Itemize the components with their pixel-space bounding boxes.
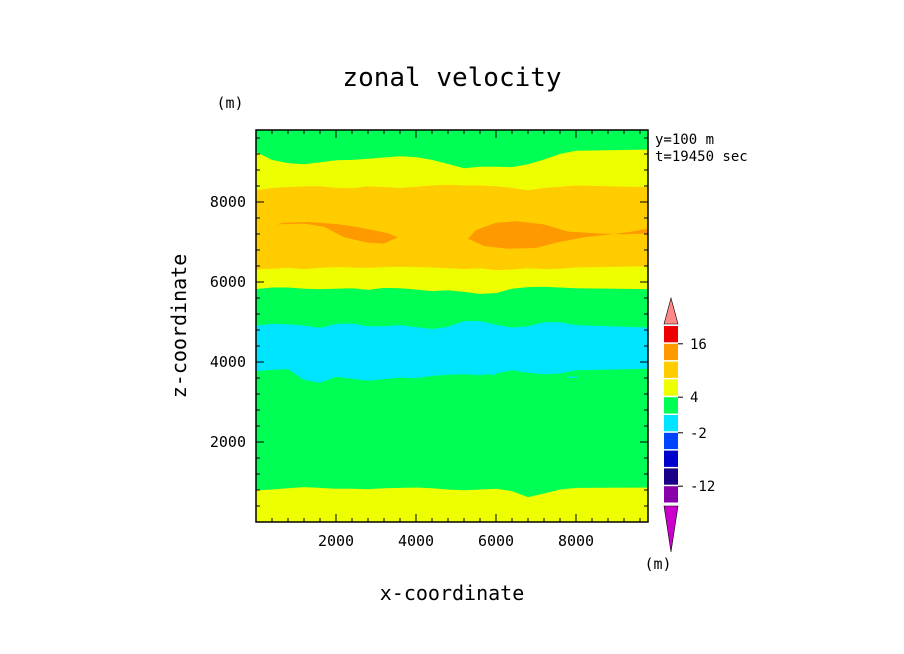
colorbar-swatch — [664, 343, 678, 361]
annotation-time: t=19450 sec — [655, 149, 748, 165]
x-axis-label: x-coordinate — [380, 581, 525, 605]
colorbar-swatch — [664, 326, 678, 343]
colorbar-swatch — [664, 379, 678, 396]
colorbar-label: -2 — [690, 426, 707, 442]
y-tick-label: 4000 — [210, 353, 246, 371]
y-tick-label: 8000 — [210, 193, 246, 211]
y-axis-label: z-coordinate — [167, 254, 191, 399]
contour-band-gold — [255, 184, 649, 271]
contour-band-green-upper — [255, 286, 649, 330]
contour-band-green-lower — [255, 368, 649, 498]
colorbar-swatch — [664, 397, 678, 414]
chart-title: zonal velocity — [342, 63, 561, 93]
annotation-position: y=100 m — [655, 132, 714, 148]
colorbar-min-arrow — [663, 505, 679, 553]
colorbar-label: 16 — [690, 337, 707, 353]
x-tick-label: 6000 — [478, 532, 514, 550]
colorbar-swatch — [664, 361, 678, 378]
colorbar-swatch — [664, 432, 678, 450]
colorbar-swatch — [664, 468, 678, 485]
colorbar-swatch — [664, 486, 678, 503]
plot-area — [255, 129, 649, 523]
x-tick-label: 2000 — [318, 532, 354, 550]
x-tick-label: 4000 — [398, 532, 434, 550]
contour-patch-cyan-dash — [568, 376, 578, 378]
colorbar-max-arrow — [663, 296, 679, 325]
colorbar-swatch — [664, 415, 678, 432]
y-tick-label: 2000 — [210, 433, 246, 451]
contour-band-yellow-bottom — [255, 486, 649, 523]
colorbar-label: 4 — [690, 390, 698, 406]
colorbar-swatch — [664, 450, 678, 467]
y-tick-label: 6000 — [210, 273, 246, 291]
x-tick-label: 8000 — [558, 532, 594, 550]
colorbar-label: -12 — [690, 479, 715, 495]
contour-patch-orange-right — [468, 221, 648, 249]
axes: 2000 4000 6000 8000 2000 4000 6000 8000 — [210, 129, 649, 550]
contour-patch-cyan-notch — [488, 370, 496, 376]
y-unit-label: (m) — [216, 94, 243, 112]
colorbar: 16 4 -2 -12 — [663, 296, 715, 553]
contour-patch-orange-left — [276, 222, 398, 244]
x-unit-label: (m) — [644, 555, 671, 573]
plot-frame — [255, 129, 649, 523]
